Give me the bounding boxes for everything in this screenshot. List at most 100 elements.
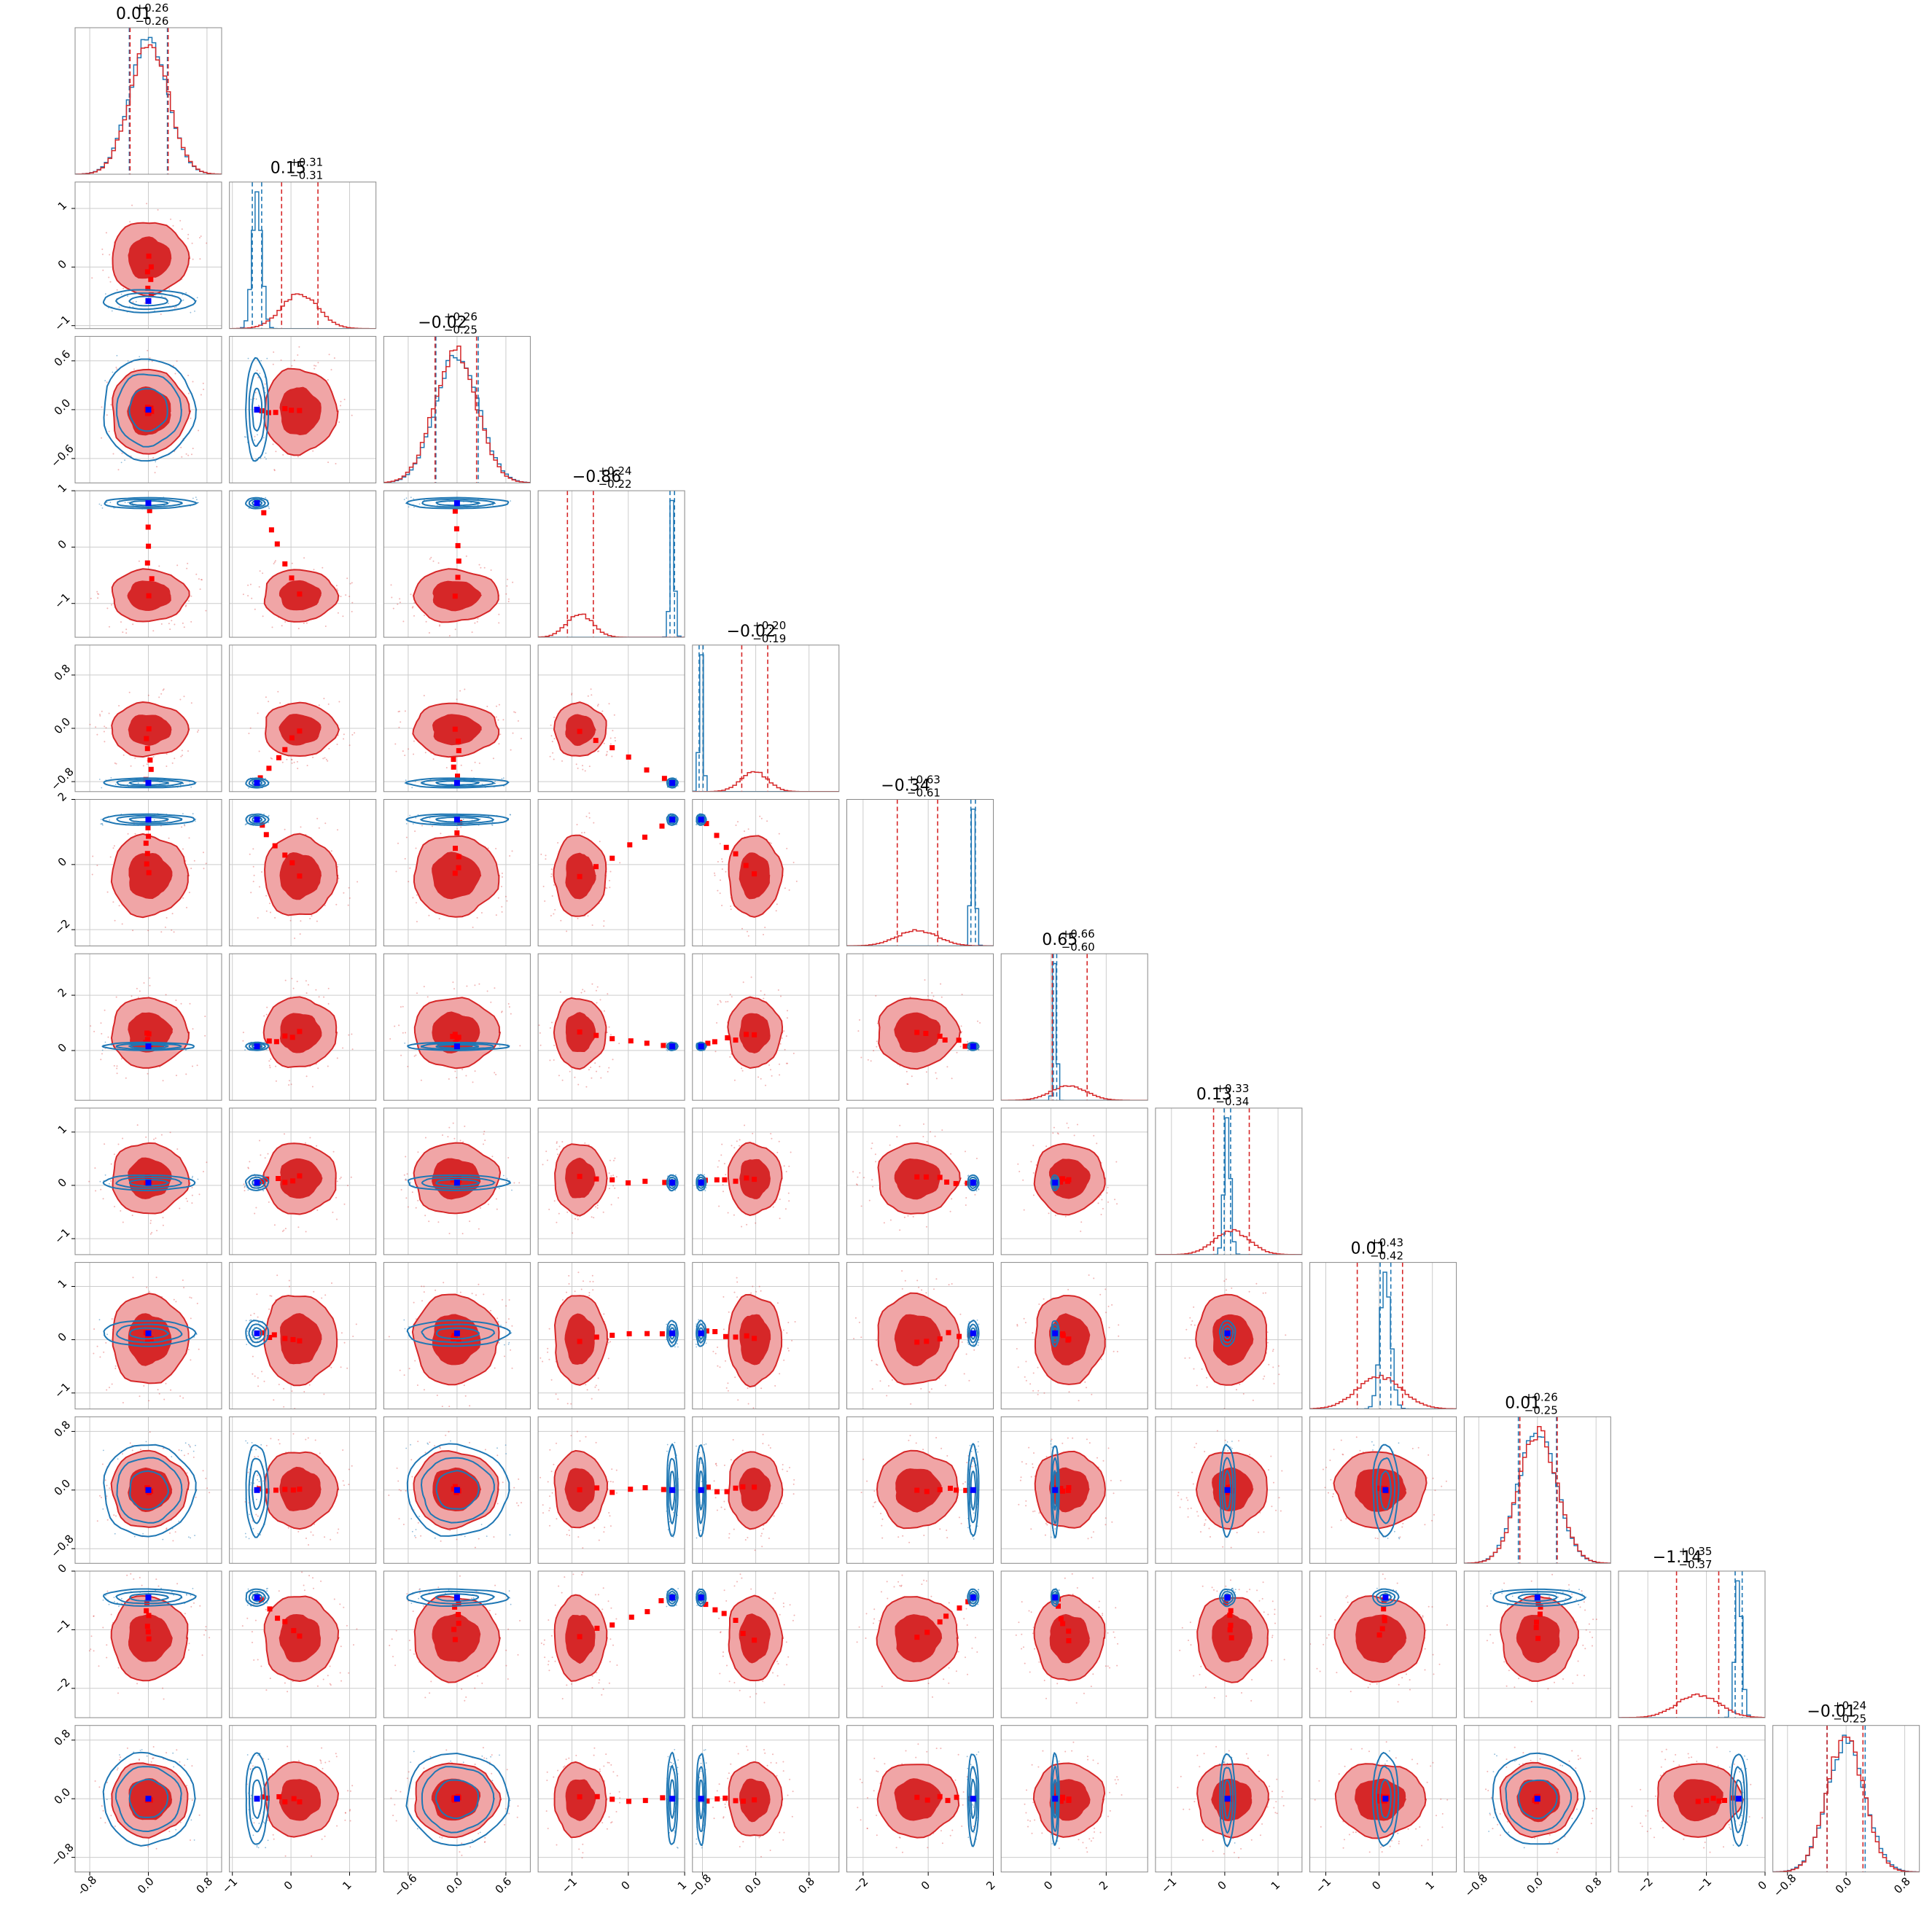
red-sample-dot bbox=[734, 1376, 736, 1379]
red-sample-dot bbox=[351, 582, 353, 584]
blue-contour bbox=[667, 1590, 677, 1605]
blue-sample-dot bbox=[969, 1444, 971, 1446]
red-sample-dot bbox=[873, 1502, 876, 1503]
red-sample-dot bbox=[582, 989, 584, 991]
red-sample-dot bbox=[175, 1000, 177, 1001]
red-sample-dot bbox=[311, 915, 313, 917]
red-sample-dot bbox=[413, 615, 415, 617]
red-sample-dot bbox=[1030, 1161, 1032, 1163]
red-sample-dot bbox=[608, 1188, 610, 1190]
red-sample-dot bbox=[257, 376, 260, 378]
blue-contour bbox=[967, 1320, 980, 1347]
red-sample-dot bbox=[327, 987, 330, 989]
blue-sample-dot bbox=[472, 1597, 475, 1599]
red-sample-dot bbox=[507, 1002, 510, 1005]
blue-contour bbox=[967, 1174, 980, 1191]
red-sample-dot bbox=[122, 287, 125, 289]
red-marker bbox=[593, 864, 599, 870]
red-sample-dot bbox=[1333, 1449, 1335, 1451]
blue-sample-dot bbox=[247, 357, 249, 359]
panel-content bbox=[75, 799, 222, 946]
red-sample-dot bbox=[107, 1036, 109, 1038]
red-sample-dot bbox=[577, 917, 579, 919]
red-sample-dot bbox=[100, 1059, 102, 1061]
red-sample-dot bbox=[429, 1692, 431, 1694]
red-sample-dot bbox=[553, 717, 556, 718]
red-sample-dot bbox=[111, 1383, 113, 1385]
blue-marker bbox=[698, 1487, 704, 1493]
red-sample-dot bbox=[259, 1140, 260, 1142]
red-sample-dot bbox=[197, 731, 198, 733]
red-sample-dot bbox=[572, 1232, 574, 1234]
panel-frame bbox=[229, 490, 377, 638]
blue-sample-dot bbox=[670, 1325, 672, 1328]
panel-title-plus: +0.63 bbox=[907, 774, 940, 787]
contour-panel-6-4 bbox=[692, 953, 840, 1101]
red-sample-dot bbox=[146, 1286, 148, 1288]
red-sample-dot bbox=[136, 1124, 139, 1126]
red-sample-dot bbox=[550, 735, 553, 737]
red-sample-dot bbox=[251, 597, 253, 599]
red-sample-dot bbox=[1032, 1145, 1035, 1147]
red-marker bbox=[659, 1331, 665, 1336]
blue-contour bbox=[115, 1043, 182, 1051]
red-sample-dot bbox=[388, 1336, 390, 1338]
red-sample-dot bbox=[609, 1661, 611, 1663]
red-sample-dot bbox=[405, 836, 408, 838]
red-sample-dot bbox=[1279, 1510, 1282, 1512]
red-sample-dot bbox=[395, 1629, 397, 1632]
red-sample-dot bbox=[925, 1580, 927, 1582]
blue-sample-dot bbox=[704, 1444, 705, 1446]
red-sample-dot bbox=[309, 918, 311, 919]
red-sample-dot bbox=[759, 815, 761, 817]
red-sample-dot bbox=[588, 812, 591, 814]
red-sample-dot bbox=[122, 1221, 124, 1223]
red-sample-dot bbox=[122, 631, 124, 634]
red-sample-dot bbox=[505, 1664, 507, 1667]
panel-content bbox=[75, 491, 222, 638]
red-sample-dot bbox=[747, 1537, 749, 1538]
red-sample-dot bbox=[619, 862, 621, 864]
red-sample-dot bbox=[1096, 1142, 1098, 1145]
red-sample-dot bbox=[1266, 1331, 1269, 1333]
blue-sample-dot bbox=[699, 1321, 701, 1323]
contour-panel-7-4 bbox=[692, 1107, 840, 1255]
red-sample-dot bbox=[398, 1489, 400, 1491]
red-marker bbox=[577, 728, 583, 734]
red-sample-dot bbox=[183, 696, 185, 698]
blue-sample-dot bbox=[675, 1174, 677, 1176]
red-sample-dot bbox=[896, 1136, 898, 1138]
red-sample-dot bbox=[278, 1443, 281, 1445]
red-sample-dot bbox=[754, 1549, 756, 1551]
red-sample-dot bbox=[327, 461, 330, 464]
red-sample-dot bbox=[718, 1617, 720, 1619]
blue-sample-dot bbox=[248, 787, 249, 789]
red-sample-dot bbox=[549, 755, 551, 757]
red-sample-dot bbox=[461, 1069, 464, 1070]
red-sample-dot bbox=[725, 870, 727, 873]
red-sample-dot bbox=[1208, 1527, 1210, 1530]
red-sample-dot bbox=[504, 1355, 505, 1358]
red-sample-dot bbox=[1105, 1517, 1107, 1519]
blue-contour bbox=[115, 1591, 183, 1605]
red-sample-dot bbox=[416, 992, 418, 994]
red-sample-dot bbox=[198, 578, 200, 580]
blue-sample-dot bbox=[192, 813, 194, 815]
red-sample-dot bbox=[292, 987, 295, 989]
red-sample-dot bbox=[160, 1134, 163, 1136]
red-sample-dot bbox=[1099, 1293, 1102, 1296]
red-marker bbox=[145, 1629, 151, 1635]
red-sample-dot bbox=[163, 688, 165, 690]
red-sample-dot bbox=[723, 1163, 725, 1165]
red-sample-dot bbox=[889, 1144, 891, 1146]
red-marker bbox=[704, 821, 709, 827]
panel-content bbox=[75, 1571, 222, 1718]
red-sample-dot bbox=[296, 760, 298, 763]
red-sample-dot bbox=[268, 1060, 270, 1062]
blue-sample-dot bbox=[978, 1323, 980, 1325]
red-sample-dot bbox=[165, 994, 167, 996]
red-sample-dot bbox=[313, 569, 315, 571]
red-sample-dot bbox=[165, 753, 168, 755]
blue-sample-dot bbox=[419, 1588, 421, 1590]
panel-content bbox=[846, 1107, 994, 1255]
